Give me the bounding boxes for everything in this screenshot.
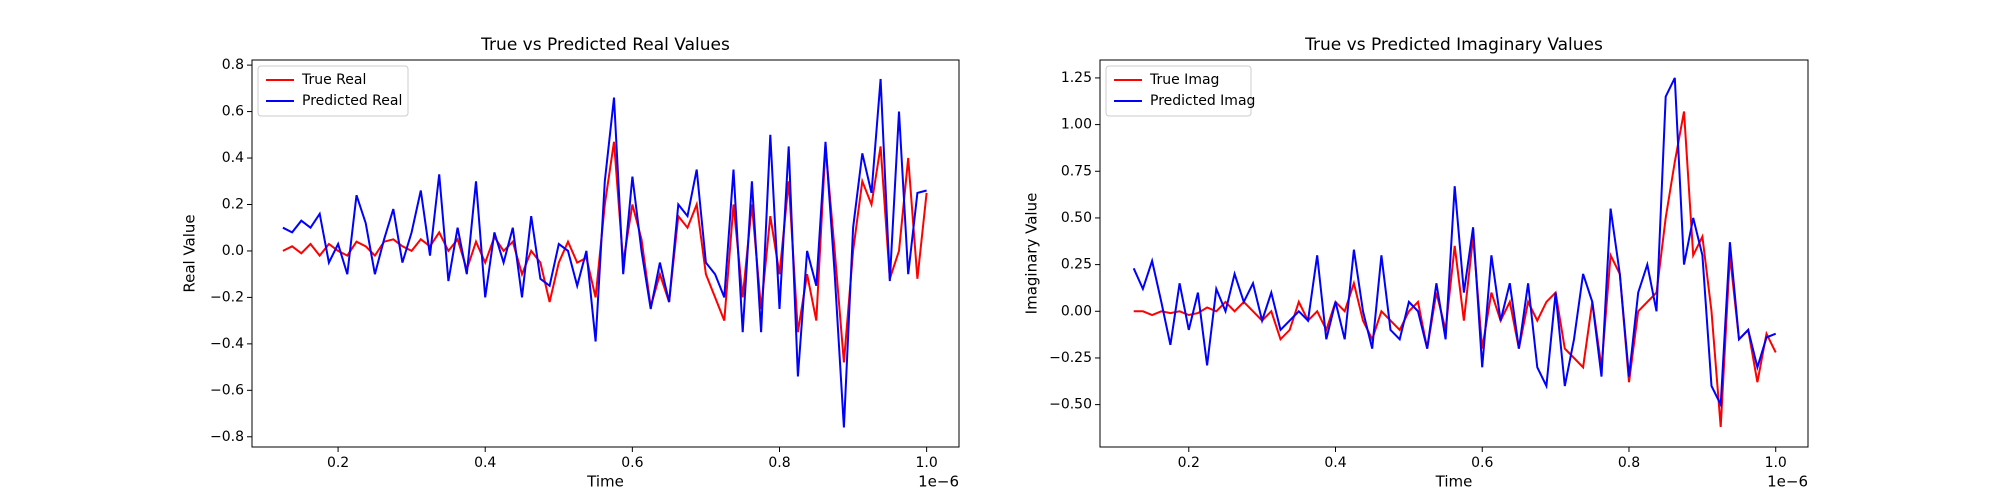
x-tick-label: 0.8 [768, 455, 790, 471]
y-tick-label: 0.2 [222, 196, 244, 212]
x-tick-label: 0.4 [1324, 455, 1346, 471]
y-axis-label: Real Value [181, 214, 199, 292]
y-tick-label: 1.00 [1061, 117, 1092, 133]
legend-box [257, 65, 409, 117]
legend-box [1105, 65, 1252, 117]
x-tick-label: 0.8 [1618, 455, 1640, 471]
data-line [1132, 77, 1777, 409]
chart-title: True vs Predicted Real Values [480, 35, 730, 55]
subplot: True vs Predicted Real Values Time 1e−6 Rea… [181, 35, 960, 491]
x-tick-label: 0.6 [1471, 455, 1493, 471]
y-tick-label: 0.25 [1061, 257, 1092, 273]
x-tick-label: 1.0 [1765, 455, 1787, 471]
data-line [1133, 111, 1777, 428]
legend: True Imag Predicted Imag [1105, 65, 1255, 117]
y-tick-label: 0.8 [222, 57, 244, 73]
plot-area [1099, 59, 1809, 448]
x-tick-label: 1.0 [915, 455, 937, 471]
y-tick-label: −0.2 [210, 289, 244, 305]
legend: True Real Predicted Real [257, 65, 409, 117]
subplot: True vs Predicted Imaginary Values Time 1e… [1023, 35, 1809, 491]
x-tick-label: 0.2 [327, 455, 349, 471]
y-tick-label: 0.4 [222, 150, 244, 166]
y-axis-label: Imaginary Value [1023, 193, 1041, 315]
y-tick-label: 0.50 [1061, 210, 1092, 226]
x-offset-label: 1e−6 [918, 473, 959, 491]
x-axis-label: Time [586, 473, 624, 491]
data-line [282, 78, 927, 428]
data-line [282, 141, 928, 363]
x-tick-label: 0.4 [474, 455, 496, 471]
legend-label: True Real [301, 72, 366, 88]
y-tick-label: 0.00 [1061, 303, 1092, 319]
y-tick-label: −0.25 [1049, 350, 1092, 366]
chart-title: True vs Predicted Imaginary Values [1304, 35, 1603, 55]
y-tick-label: −0.50 [1049, 397, 1092, 413]
x-axis-label: Time [1435, 473, 1473, 491]
x-tick-label: 0.6 [621, 455, 643, 471]
y-tick-label: −0.6 [210, 382, 244, 398]
y-tick-label: 0.75 [1061, 163, 1092, 179]
legend-label: Predicted Real [302, 93, 402, 109]
y-tick-label: −0.4 [210, 336, 244, 352]
x-tick-label: 0.2 [1178, 455, 1200, 471]
legend-label: Predicted Imag [1150, 93, 1255, 109]
y-tick-label: −0.8 [210, 429, 244, 445]
y-tick-label: 0.6 [222, 104, 244, 120]
y-tick-label: 1.25 [1061, 70, 1092, 86]
x-offset-label: 1e−6 [1767, 473, 1808, 491]
legend-label: True Imag [1149, 72, 1219, 88]
y-tick-label: 0.0 [222, 243, 244, 259]
plot-area [251, 59, 960, 448]
